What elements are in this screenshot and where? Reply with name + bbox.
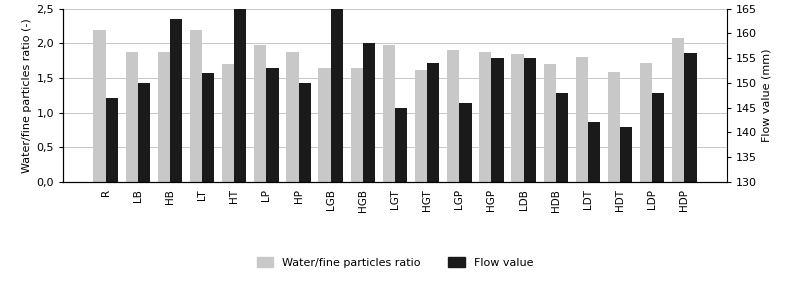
Bar — [653, 93, 664, 182]
Bar — [254, 45, 266, 182]
Bar — [222, 64, 234, 182]
Bar — [93, 30, 106, 182]
Bar — [234, 9, 246, 182]
Bar — [170, 19, 182, 182]
Bar — [524, 58, 536, 182]
Y-axis label: Water/fine particles ratio (-): Water/fine particles ratio (-) — [22, 18, 32, 173]
Y-axis label: Flow value (mm): Flow value (mm) — [761, 48, 771, 142]
Bar — [620, 127, 632, 182]
Bar — [608, 72, 620, 182]
Bar — [447, 50, 459, 182]
Bar — [459, 103, 472, 182]
Bar — [190, 30, 202, 182]
Bar — [331, 0, 343, 182]
Bar — [556, 93, 568, 182]
Bar — [544, 64, 556, 182]
Bar — [202, 73, 214, 182]
Bar — [158, 52, 170, 182]
Bar — [286, 52, 299, 182]
Bar — [351, 68, 363, 182]
Bar — [266, 68, 279, 182]
Bar — [491, 58, 504, 182]
Bar — [415, 70, 427, 182]
Legend: Water/fine particles ratio, Flow value: Water/fine particles ratio, Flow value — [252, 253, 538, 272]
Bar — [640, 63, 653, 182]
Bar — [395, 108, 407, 182]
Bar — [318, 68, 331, 182]
Bar — [383, 45, 395, 182]
Bar — [363, 43, 375, 182]
Bar — [427, 63, 439, 182]
Bar — [576, 57, 588, 182]
Bar — [106, 98, 118, 182]
Bar — [126, 52, 137, 182]
Bar — [511, 54, 524, 182]
Bar — [588, 122, 600, 182]
Bar — [299, 83, 310, 182]
Bar — [480, 52, 491, 182]
Bar — [672, 38, 684, 182]
Bar — [684, 53, 697, 182]
Bar — [137, 83, 150, 182]
